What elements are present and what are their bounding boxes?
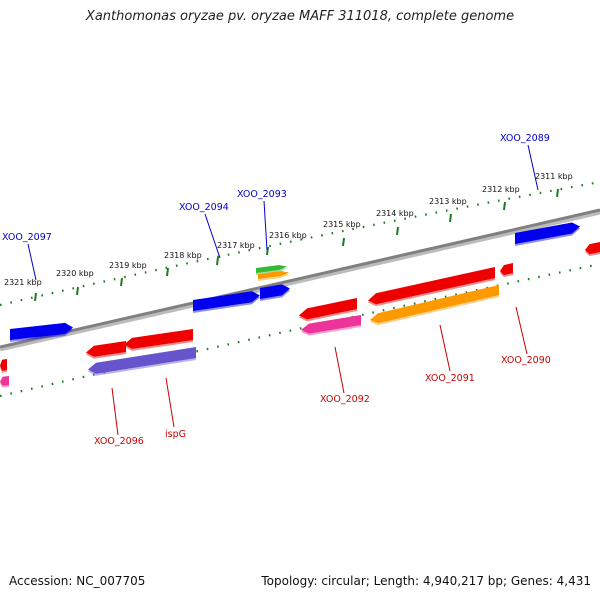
gene-label[interactable]: XOO_2094 xyxy=(179,202,229,213)
tick-label: 2319 kbp xyxy=(109,261,147,270)
gene-leader-line xyxy=(204,213,221,259)
feature-xoo-2090 xyxy=(500,263,513,278)
gene-label[interactable]: XOO_2091 xyxy=(425,373,475,384)
tick-label: 2321 kbp xyxy=(4,278,42,287)
tick-label: 2314 kbp xyxy=(376,209,414,218)
tick-mark xyxy=(166,267,169,277)
tick-mark xyxy=(556,188,559,198)
feature-ispg-cds xyxy=(88,347,196,376)
tick-label: 2315 kbp xyxy=(323,220,361,229)
gene-label[interactable]: XOO_2093 xyxy=(237,189,287,200)
gene-label[interactable]: XOO_2090 xyxy=(501,355,551,366)
gene-label[interactable]: XOO_2097 xyxy=(2,232,52,243)
map-title: Xanthomonas oryzae pv. oryzae MAFF 31101… xyxy=(85,9,515,24)
feature-xoo-2097 xyxy=(10,322,73,342)
gene-label-layer: XOO_2097 XOO_2094 XOO_2093 XOO_2089 XOO_2096… xyxy=(2,133,551,447)
gene-label[interactable]: XOO_2096 xyxy=(94,436,144,447)
tick-label: 2313 kbp xyxy=(429,197,467,206)
tick-mark xyxy=(76,286,79,296)
feature-ispg xyxy=(124,329,193,351)
feature-xoo-2092 xyxy=(299,298,357,322)
tick-mark xyxy=(342,237,345,247)
gene-label[interactable]: ispG xyxy=(165,429,186,440)
feature-layer xyxy=(0,222,600,388)
tick-label: 2318 kbp xyxy=(164,251,202,260)
feature-xoo-2093-subfeature xyxy=(256,265,287,275)
accession-text: Accession: NC_007705 xyxy=(9,574,146,588)
genome-backbone xyxy=(0,208,600,349)
feature-xoo-2089 xyxy=(515,222,580,246)
gene-leader-line xyxy=(334,346,345,394)
tick-label: 2311 kbp xyxy=(535,172,573,181)
feature-xoo-2093-cds xyxy=(258,271,289,281)
tick-mark xyxy=(396,226,399,236)
gene-leader-line xyxy=(165,377,175,428)
gene-label[interactable]: XOO_2092 xyxy=(320,394,370,405)
feature-xoo-2092-cds xyxy=(301,315,361,336)
gene-leader-line xyxy=(263,200,268,251)
feature-xoo-2096 xyxy=(86,341,126,359)
gene-leader-line xyxy=(515,306,528,355)
feature-partial-left-pink xyxy=(0,376,9,388)
tick-label: 2316 kbp xyxy=(269,231,307,240)
feature-xoo-2091 xyxy=(368,267,495,307)
topology-summary: Topology: circular; Length: 4,940,217 bp… xyxy=(261,574,591,588)
outer-tick-track xyxy=(0,180,600,307)
tick-mark xyxy=(503,201,506,211)
tick-mark xyxy=(34,292,37,302)
tick-mark xyxy=(216,256,219,266)
backbone-shadow xyxy=(0,209,600,352)
feature-partial-left-red xyxy=(0,359,7,373)
tick-label: 2312 kbp xyxy=(482,185,520,194)
feature-xoo-2093 xyxy=(260,284,290,301)
inner-tick-track xyxy=(0,262,600,398)
tick-mark xyxy=(449,213,452,223)
tick-label: 2320 kbp xyxy=(56,269,94,278)
gene-leader-line xyxy=(439,324,451,372)
tick-mark xyxy=(266,246,269,256)
gene-leader-line xyxy=(527,144,539,191)
gene-label[interactable]: XOO_2089 xyxy=(500,133,550,144)
feature-xoo-2094 xyxy=(193,291,260,313)
gene-leader-line xyxy=(111,387,119,436)
tick-label: 2317 kbp xyxy=(217,241,255,250)
tick-mark xyxy=(120,277,123,287)
feature-partial-right-red xyxy=(585,242,600,257)
tick-layer: 2321 kbp 2320 kbp 2319 kbp 2318 kbp 2317 kbp… xyxy=(4,172,573,302)
gene-leader-line xyxy=(27,243,37,281)
feature-xoo-2091-cds xyxy=(370,285,499,326)
